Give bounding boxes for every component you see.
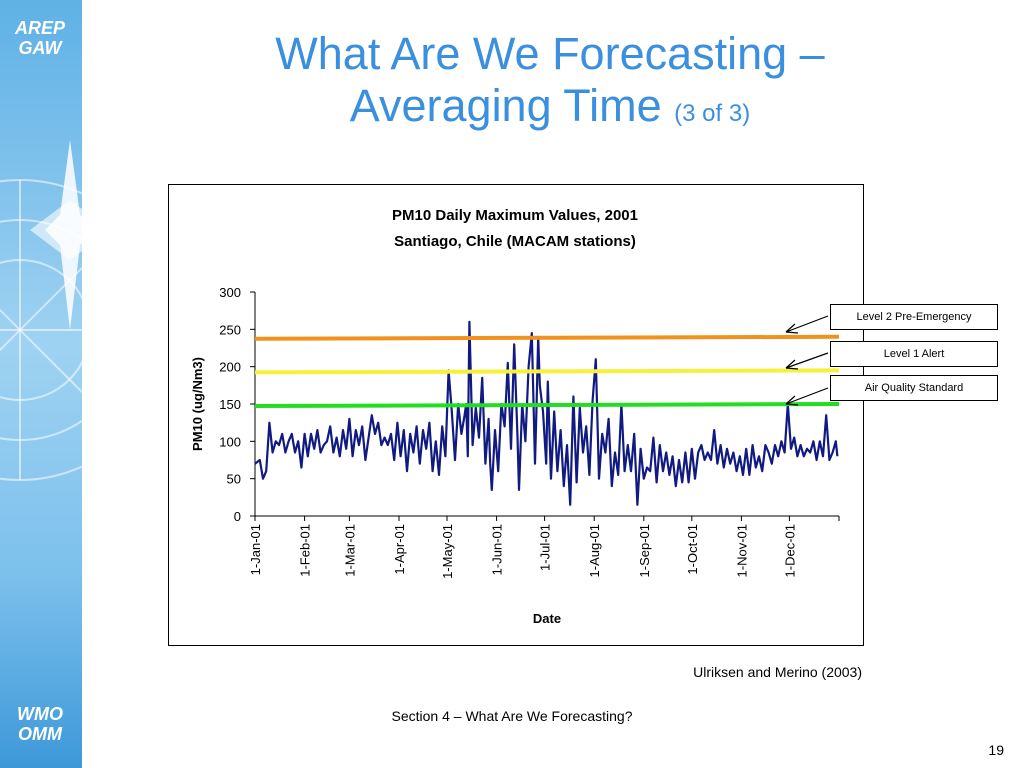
x-tick-label: 1-May-01 (440, 524, 455, 579)
chart-subtitle: Santiago, Chile (MACAM stations) (394, 233, 636, 250)
slide-title-line1: What Are We Forecasting – (275, 28, 825, 79)
threshold-arrow-head (785, 323, 799, 334)
pm10-series-line (254, 320, 839, 506)
source-credit: Ulriksen and Merino (2003) (693, 664, 862, 680)
wmo-omm-logo: WMO OMM (0, 704, 80, 744)
slide-title-suffix: (3 of 3) (674, 100, 751, 127)
threshold-arrow-head (785, 395, 799, 406)
x-axis-label: Date (533, 611, 561, 626)
y-tick-label: 200 (219, 360, 241, 375)
y-tick-label: 300 (219, 285, 241, 300)
slide-footer: Section 4 – What Are We Forecasting? (391, 708, 633, 724)
page-number: 19 (988, 742, 1004, 758)
chart-title: PM10 Daily Maximum Values, 2001 (392, 207, 638, 224)
x-tick-label: 1-Oct-01 (685, 524, 700, 575)
threshold-label-pre-emergency: Level 2 Pre-Emergency (830, 304, 998, 330)
x-tick-label: 1-Jul-01 (538, 524, 553, 571)
x-tick-label: 1-Mar-01 (342, 524, 357, 577)
threshold-arrow (785, 387, 829, 405)
threshold-arrow-head (785, 359, 799, 370)
slide-title-line2-wrap: Averaging Time (3 of 3) (230, 80, 870, 140)
x-tick-label: 1-Jan-01 (248, 524, 263, 575)
y-tick-label: 250 (219, 322, 241, 337)
threshold-line (254, 334, 840, 341)
threshold-label-standard: Air Quality Standard (830, 375, 998, 401)
threshold-arrow (785, 315, 829, 333)
y-tick-label: 150 (219, 397, 241, 412)
threshold-line (254, 402, 840, 408)
arep-gaw-logo: AREP GAW (0, 18, 80, 58)
threshold-line (254, 368, 840, 375)
y-axis-label: PM10 (ug/Nm3) (190, 357, 205, 451)
x-tick-label: 1-Aug-01 (587, 524, 602, 577)
y-tick-label: 0 (234, 509, 241, 524)
x-tick-label: 1-Jun-01 (490, 524, 505, 575)
logo-top-line1: AREP (14, 18, 65, 38)
y-tick-label: 100 (219, 434, 241, 449)
compass-star-decoration (0, 140, 82, 481)
x-tick-label: 1-Sep-01 (637, 524, 652, 577)
slide-title: What Are We Forecasting – Averaging Time… (230, 28, 870, 140)
logo-top-line2: GAW (18, 38, 62, 58)
logo-bottom-line1: WMO (17, 704, 63, 724)
x-tick-label: 1-Dec-01 (782, 524, 797, 577)
threshold-arrow (785, 352, 829, 369)
x-tick-label: 1-Feb-01 (298, 524, 313, 577)
slide-title-line2: Averaging Time (349, 80, 662, 131)
x-tick-label: 1-Nov-01 (734, 524, 749, 577)
threshold-label-alert: Level 1 Alert (830, 341, 998, 367)
sidebar-banner: AREP GAW WMO OMM (0, 0, 82, 768)
y-tick-label: 50 (227, 472, 241, 487)
logo-bottom-line2: OMM (18, 724, 62, 744)
x-tick-label: 1-Apr-01 (392, 524, 407, 575)
plot-layer: 0 50 100 150 200 250 300 1-Jan-01 1-Feb-01 1-Mar-… (219, 285, 840, 579)
